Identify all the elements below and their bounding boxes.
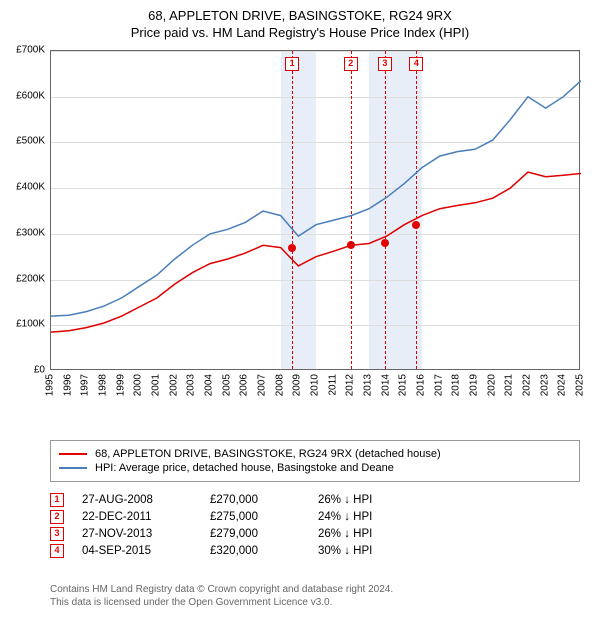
- sale-marker-1: 1: [285, 57, 299, 71]
- sales-row: 1 27-AUG-2008 £270,000 26% ↓ HPI: [50, 493, 580, 507]
- legend-row: 68, APPLETON DRIVE, BASINGSTOKE, RG24 9R…: [59, 448, 571, 460]
- x-tick-label: 2024: [557, 374, 568, 396]
- x-tick-label: 1999: [115, 374, 126, 396]
- x-tick-label: 1995: [45, 374, 56, 396]
- sales-price: £270,000: [210, 494, 300, 506]
- x-tick-label: 2009: [292, 374, 303, 396]
- legend-row: HPI: Average price, detached house, Basi…: [59, 462, 571, 474]
- x-tick-label: 2006: [239, 374, 250, 396]
- sale-marker-2: 2: [344, 57, 358, 71]
- sales-marker: 4: [50, 544, 64, 558]
- sales-diff: 26% ↓ HPI: [318, 494, 428, 506]
- chart-title: 68, APPLETON DRIVE, BASINGSTOKE, RG24 9R…: [0, 0, 600, 25]
- x-tick-label: 1997: [80, 374, 91, 396]
- sales-date: 27-NOV-2013: [82, 528, 192, 540]
- x-tick-label: 2013: [363, 374, 374, 396]
- y-tick-label: £200K: [16, 273, 45, 284]
- y-tick-label: £500K: [16, 136, 45, 147]
- x-tick-label: 2019: [469, 374, 480, 396]
- x-tick-label: 2022: [522, 374, 533, 396]
- sales-table: 1 27-AUG-2008 £270,000 26% ↓ HPI 2 22-DEC-201…: [50, 490, 580, 561]
- legend-label: HPI: Average price, detached house, Basi…: [95, 462, 394, 474]
- x-tick-label: 2018: [451, 374, 462, 396]
- x-tick-label: 2012: [345, 374, 356, 396]
- x-tick-label: 2014: [380, 374, 391, 396]
- x-tick-label: 2023: [539, 374, 550, 396]
- legend: 68, APPLETON DRIVE, BASINGSTOKE, RG24 9R…: [50, 440, 580, 482]
- y-tick-label: £300K: [16, 227, 45, 238]
- x-tick-label: 1996: [62, 374, 73, 396]
- series-hpi: [51, 81, 581, 316]
- chart-container: 68, APPLETON DRIVE, BASINGSTOKE, RG24 9R…: [0, 0, 600, 620]
- sales-marker: 2: [50, 510, 64, 524]
- x-tick-label: 2001: [151, 374, 162, 396]
- sales-date: 22-DEC-2011: [82, 511, 192, 523]
- sales-diff: 24% ↓ HPI: [318, 511, 428, 523]
- y-tick-label: £0: [34, 365, 45, 376]
- sales-diff: 26% ↓ HPI: [318, 528, 428, 540]
- line-series: [51, 51, 581, 371]
- x-tick-label: 2016: [416, 374, 427, 396]
- sales-price: £320,000: [210, 545, 300, 557]
- sales-date: 04-SEP-2015: [82, 545, 192, 557]
- x-tick-label: 2003: [186, 374, 197, 396]
- footer-line1: Contains HM Land Registry data © Crown c…: [50, 583, 393, 596]
- chart-subtitle: Price paid vs. HM Land Registry's House …: [0, 25, 600, 42]
- x-tick-label: 2021: [504, 374, 515, 396]
- y-tick-label: £400K: [16, 182, 45, 193]
- x-tick-label: 2017: [433, 374, 444, 396]
- series-price_paid: [51, 172, 581, 332]
- x-tick-label: 2004: [204, 374, 215, 396]
- x-tick-label: 2002: [168, 374, 179, 396]
- x-tick-label: 2005: [221, 374, 232, 396]
- plot-region: 1 2 3 4: [50, 50, 580, 370]
- x-tick-label: 2020: [486, 374, 497, 396]
- sale-marker-4: 4: [409, 57, 423, 71]
- sales-row: 2 22-DEC-2011 £275,000 24% ↓ HPI: [50, 510, 580, 524]
- sales-row: 4 04-SEP-2015 £320,000 30% ↓ HPI: [50, 544, 580, 558]
- sales-marker: 1: [50, 493, 64, 507]
- x-tick-label: 2008: [274, 374, 285, 396]
- x-tick-label: 2010: [310, 374, 321, 396]
- y-tick-label: £100K: [16, 319, 45, 330]
- legend-label: 68, APPLETON DRIVE, BASINGSTOKE, RG24 9R…: [95, 448, 441, 460]
- chart-area: 1234 £0£100K£200K£300K£400K£500K£600K£70…: [50, 50, 580, 400]
- sale-marker-3: 3: [378, 57, 392, 71]
- sales-marker: 3: [50, 527, 64, 541]
- x-tick-label: 2011: [327, 374, 338, 396]
- footer-attribution: Contains HM Land Registry data © Crown c…: [50, 583, 393, 609]
- y-tick-label: £700K: [16, 45, 45, 56]
- sales-date: 27-AUG-2008: [82, 494, 192, 506]
- x-tick-label: 2007: [257, 374, 268, 396]
- sales-diff: 30% ↓ HPI: [318, 545, 428, 557]
- x-tick-label: 2015: [398, 374, 409, 396]
- sales-price: £279,000: [210, 528, 300, 540]
- x-tick-label: 2025: [575, 374, 586, 396]
- sales-price: £275,000: [210, 511, 300, 523]
- y-tick-label: £600K: [16, 90, 45, 101]
- x-tick-label: 2000: [133, 374, 144, 396]
- footer-line2: This data is licensed under the Open Gov…: [50, 596, 393, 609]
- x-tick-label: 1998: [98, 374, 109, 396]
- sales-row: 3 27-NOV-2013 £279,000 26% ↓ HPI: [50, 527, 580, 541]
